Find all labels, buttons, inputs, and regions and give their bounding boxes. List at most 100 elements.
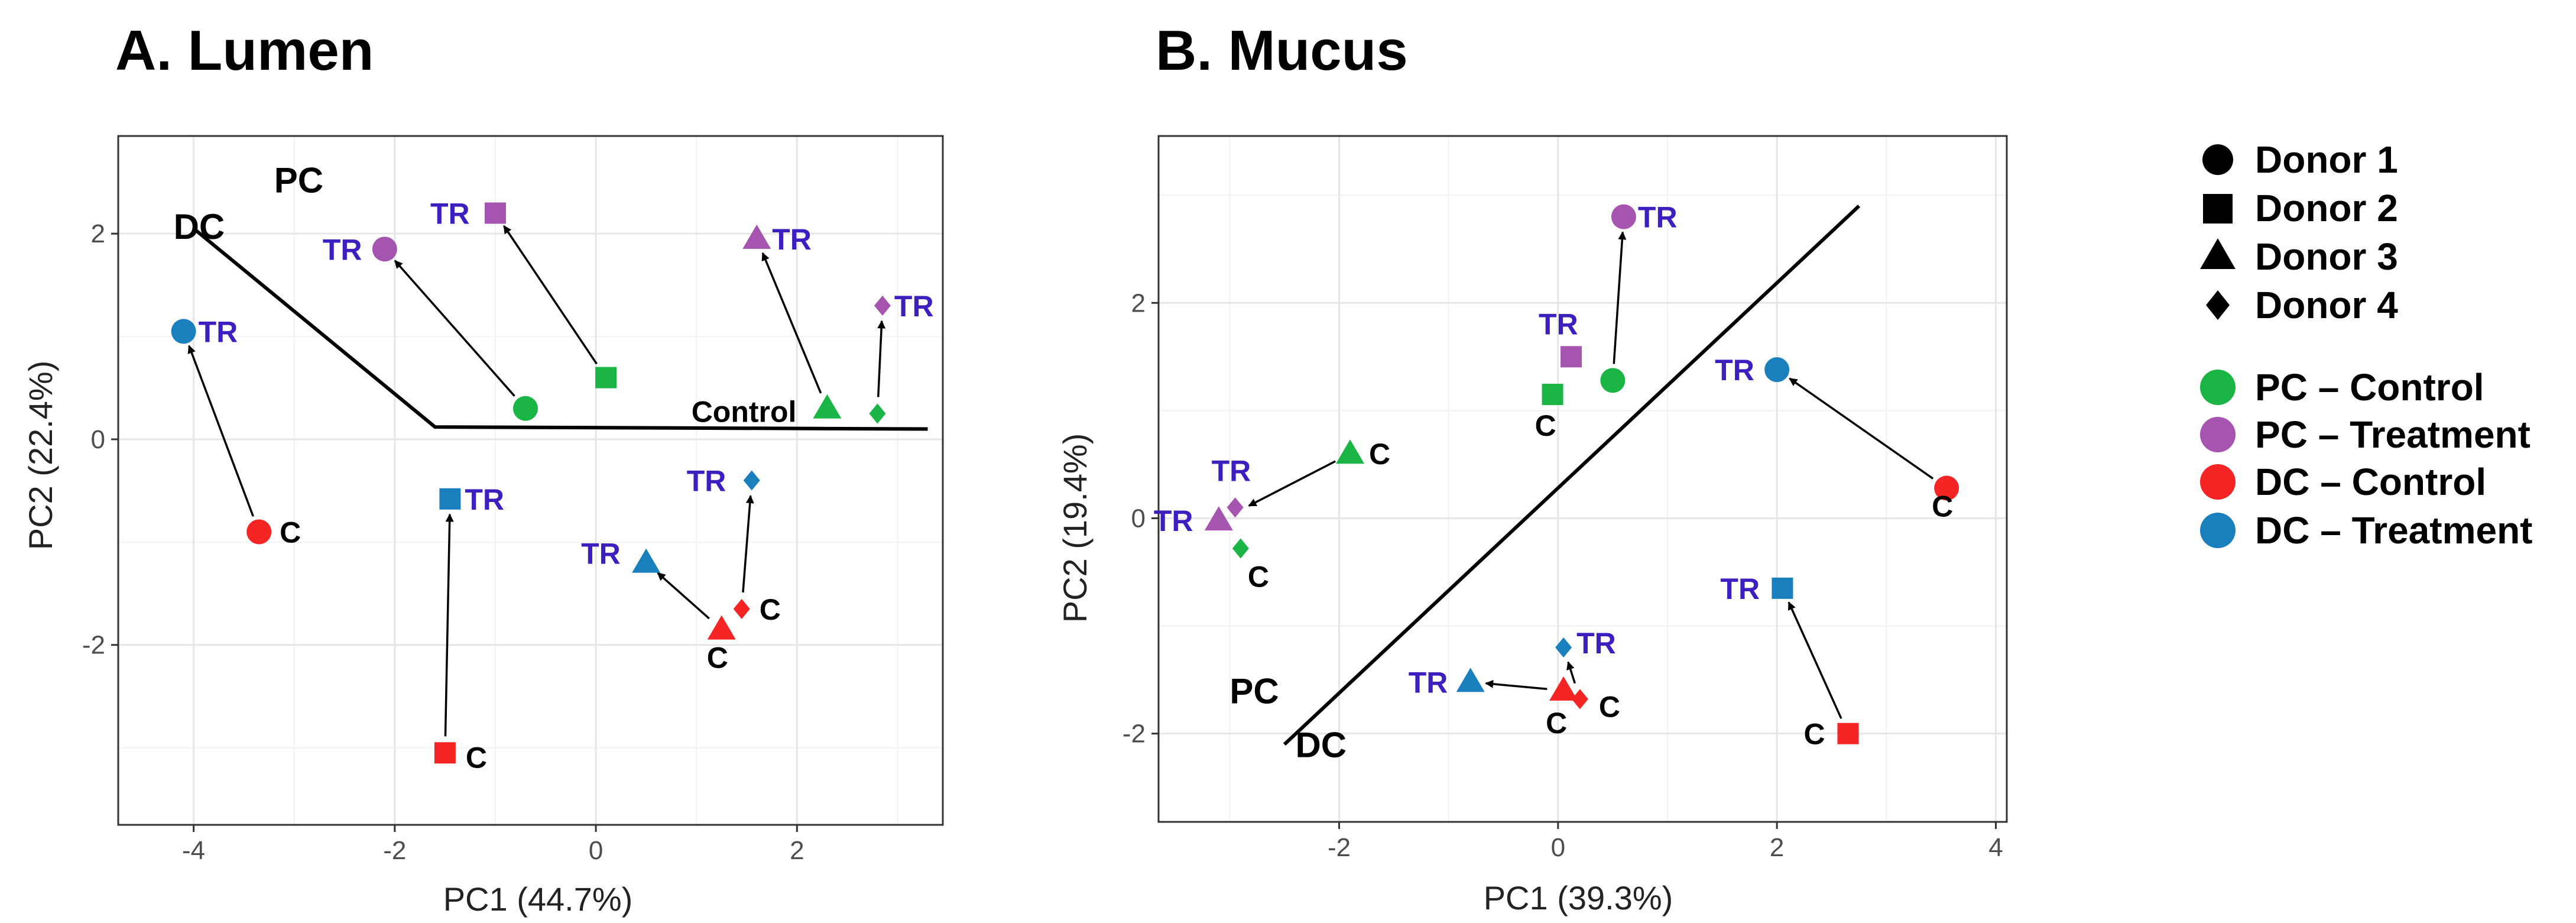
legend-donor-2: Donor 2 <box>2203 187 2398 229</box>
x-tick-label: 2 <box>1770 833 1784 862</box>
point-label-control: C <box>280 516 301 549</box>
region-label-dc: DC <box>1295 726 1347 765</box>
x-tick-label: 4 <box>1988 833 2003 862</box>
panel-1-plot-background <box>1159 136 2007 822</box>
point-dc-treatment-donor-1 <box>171 319 196 344</box>
x-tick-label: -2 <box>383 836 406 865</box>
trajectory-arrow <box>1248 460 1336 507</box>
y-tick-label: -2 <box>82 631 105 660</box>
point-dc-treatment-donor-3 <box>632 548 661 573</box>
point-label-treatment: TR <box>1539 307 1578 341</box>
y-tick-label: 2 <box>91 219 105 248</box>
point-pc-treatment-donor-2 <box>484 202 506 224</box>
y-tick-label: 0 <box>1131 504 1146 533</box>
panel-lumen: A. Lumen -4 -2 0 2 -2 0 2 PC DC Control TR TR TR TR C C… <box>22 19 944 918</box>
x-tick-label: -4 <box>182 836 205 865</box>
panel-0-frame <box>117 135 944 826</box>
legend-group-dc-treatment: DC – Treatment <box>2200 509 2532 552</box>
region-label-control: Control <box>692 395 797 428</box>
point-pc-control-donor-3 <box>813 394 842 419</box>
point-dc-control-donor-2 <box>1837 723 1859 744</box>
point-pc-control-donor-4 <box>1232 538 1249 559</box>
panel-a-x-axis-title: PC1 (44.7%) <box>443 880 633 918</box>
point-label-control: C <box>707 642 728 675</box>
region-label-pc: PC <box>274 161 323 200</box>
pc-dc-divider-line <box>192 227 928 431</box>
trajectory-arrow <box>187 345 254 517</box>
trajectory-arrow <box>1789 377 1934 480</box>
legend-donor-4-label: Donor 4 <box>2255 284 2398 326</box>
legend-diamond-icon <box>2206 290 2230 320</box>
point-label-treatment: TR <box>1715 354 1754 387</box>
point-label-treatment: TR <box>772 223 812 256</box>
legend: Donor 1 Donor 2 Donor 3 Donor 4 PC – Con… <box>2200 138 2532 552</box>
legend-pc-control-label: PC – Control <box>2255 366 2484 409</box>
point-dc-treatment-donor-4 <box>743 470 760 491</box>
point-label-treatment: TR <box>1154 504 1193 537</box>
legend-pc-treatment-swatch <box>2200 417 2236 452</box>
point-dc-treatment-donor-3 <box>1456 668 1485 692</box>
point-pc-treatment-donor-1 <box>1611 204 1636 229</box>
legend-donor-3-label: Donor 3 <box>2255 235 2398 278</box>
y-tick-label: 0 <box>91 425 105 454</box>
panel-1-grid <box>1159 136 2007 822</box>
legend-donor-2-label: Donor 2 <box>2255 187 2398 229</box>
y-tick-label: 2 <box>1131 289 1146 318</box>
point-pc-control-donor-1 <box>1600 368 1626 393</box>
trajectory-arrow <box>1787 601 1842 719</box>
trajectory-arrow <box>503 225 598 365</box>
point-dc-treatment-donor-4 <box>1555 637 1572 658</box>
panel-1-frame <box>1157 135 2008 823</box>
point-label-control: C <box>1248 560 1269 593</box>
legend-donor-1-label: Donor 1 <box>2255 138 2398 181</box>
trajectory-arrow <box>657 572 710 620</box>
panel-b-x-axis-title: PC1 (39.3%) <box>1484 879 1673 916</box>
point-label-treatment: TR <box>1409 666 1448 699</box>
point-label-treatment: TR <box>1638 201 1678 234</box>
legend-pc-control-swatch <box>2200 370 2236 405</box>
x-tick-label: 0 <box>589 836 603 865</box>
trajectory-arrow <box>394 260 515 397</box>
point-pc-treatment-donor-3 <box>742 224 771 249</box>
point-pc-control-donor-2 <box>595 367 617 388</box>
legend-donor-3: Donor 3 <box>2200 235 2398 278</box>
x-tick-label: 0 <box>1551 833 1565 862</box>
point-dc-treatment-donor-2 <box>1772 577 1793 599</box>
point-label-treatment: TR <box>323 233 362 266</box>
x-tick-label: 2 <box>790 836 804 865</box>
point-pc-treatment-donor-4 <box>1227 497 1244 518</box>
trajectory-arrow <box>444 513 454 737</box>
point-dc-control-donor-2 <box>434 742 456 764</box>
point-dc-control-donor-1 <box>1934 475 1959 501</box>
trajectory-arrow <box>742 495 754 593</box>
legend-donor-4: Donor 4 <box>2206 284 2398 326</box>
point-dc-control-donor-3 <box>1549 676 1578 701</box>
point-dc-control-donor-4 <box>733 598 750 619</box>
legend-pc-treatment-label: PC – Treatment <box>2255 413 2530 456</box>
region-label-dc: DC <box>174 207 225 247</box>
point-label-treatment: TR <box>687 465 726 498</box>
point-label-control: C <box>1599 690 1620 723</box>
point-label-control: C <box>1535 409 1556 442</box>
legend-circle-icon <box>2202 144 2233 175</box>
legend-dc-control-swatch <box>2200 464 2236 500</box>
legend-donor-1: Donor 1 <box>2202 138 2398 181</box>
panel-0-plot-background <box>118 136 943 825</box>
point-label-treatment: TR <box>430 197 470 230</box>
point-pc-treatment-donor-3 <box>1204 506 1233 531</box>
y-tick-label: -2 <box>1122 720 1146 749</box>
panel-a-y-axis-title: PC2 (22.4%) <box>22 361 59 550</box>
legend-dc-treatment-label: DC – Treatment <box>2255 509 2532 552</box>
pc-dc-divider-line <box>1283 205 1861 746</box>
panel-b-y-axis-title: PC2 (19.4%) <box>1056 433 1094 623</box>
region-label-pc: PC <box>1229 672 1279 711</box>
point-pc-treatment-donor-2 <box>1560 346 1582 368</box>
trajectory-arrow <box>1566 661 1576 684</box>
point-pc-control-donor-1 <box>512 396 538 421</box>
trajectory-arrow <box>1613 231 1627 364</box>
panel-a-title: A. Lumen <box>115 19 374 82</box>
x-tick-label: -2 <box>1328 833 1351 862</box>
point-label-control: C <box>1546 707 1567 740</box>
